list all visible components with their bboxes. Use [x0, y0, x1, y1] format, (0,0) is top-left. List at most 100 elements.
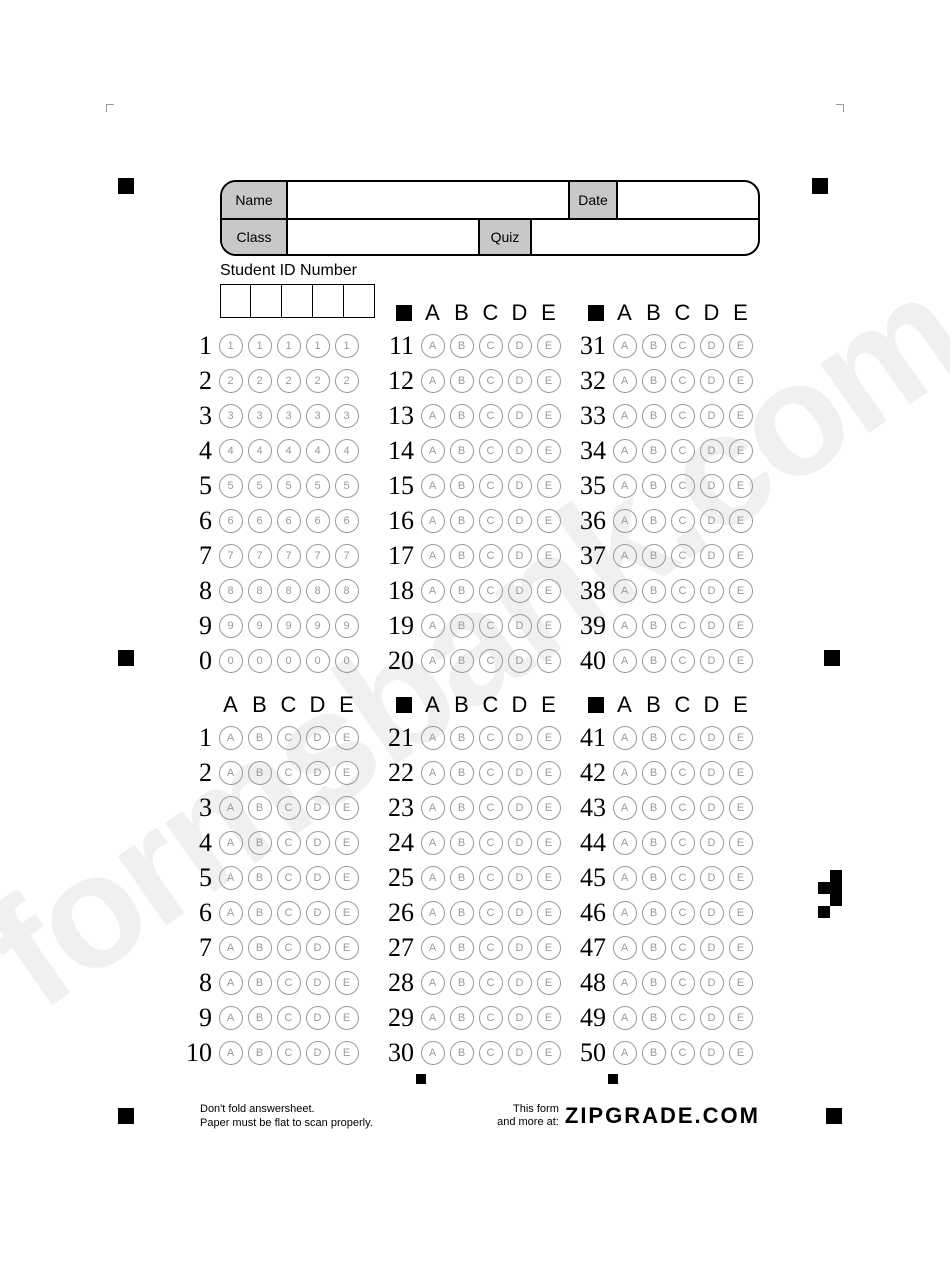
- answer-bubble[interactable]: E: [729, 474, 753, 498]
- answer-bubble[interactable]: E: [537, 1041, 561, 1065]
- answer-bubble[interactable]: B: [642, 1006, 666, 1030]
- answer-bubble[interactable]: A: [613, 439, 637, 463]
- answer-bubble[interactable]: D: [508, 866, 532, 890]
- answer-bubble[interactable]: A: [421, 831, 445, 855]
- answer-bubble[interactable]: A: [613, 936, 637, 960]
- answer-bubble[interactable]: B: [248, 901, 272, 925]
- answer-bubble[interactable]: C: [671, 761, 695, 785]
- answer-bubble[interactable]: A: [613, 1006, 637, 1030]
- answer-bubble[interactable]: D: [508, 649, 532, 673]
- answer-bubble[interactable]: B: [642, 726, 666, 750]
- student-id-bubble[interactable]: 3: [306, 404, 330, 428]
- student-id-bubble[interactable]: 2: [277, 369, 301, 393]
- answer-bubble[interactable]: B: [248, 936, 272, 960]
- student-id-bubble[interactable]: 6: [277, 509, 301, 533]
- answer-bubble[interactable]: E: [729, 614, 753, 638]
- answer-bubble[interactable]: E: [729, 369, 753, 393]
- answer-bubble[interactable]: A: [219, 831, 243, 855]
- answer-bubble[interactable]: D: [508, 1041, 532, 1065]
- answer-bubble[interactable]: B: [450, 404, 474, 428]
- answer-bubble[interactable]: D: [508, 334, 532, 358]
- answer-bubble[interactable]: B: [642, 796, 666, 820]
- answer-bubble[interactable]: C: [277, 971, 301, 995]
- student-id-bubble[interactable]: 6: [248, 509, 272, 533]
- answer-bubble[interactable]: E: [335, 1006, 359, 1030]
- answer-bubble[interactable]: C: [479, 579, 503, 603]
- answer-bubble[interactable]: A: [421, 544, 445, 568]
- answer-bubble[interactable]: D: [508, 509, 532, 533]
- student-id-bubble[interactable]: 1: [277, 334, 301, 358]
- answer-bubble[interactable]: C: [479, 404, 503, 428]
- answer-bubble[interactable]: C: [479, 369, 503, 393]
- answer-bubble[interactable]: C: [479, 614, 503, 638]
- answer-bubble[interactable]: B: [450, 1041, 474, 1065]
- answer-bubble[interactable]: A: [613, 544, 637, 568]
- student-id-box[interactable]: [220, 284, 251, 318]
- answer-bubble[interactable]: A: [613, 649, 637, 673]
- answer-bubble[interactable]: E: [335, 831, 359, 855]
- answer-bubble[interactable]: C: [479, 866, 503, 890]
- answer-bubble[interactable]: D: [306, 726, 330, 750]
- student-id-bubble[interactable]: 9: [219, 614, 243, 638]
- answer-bubble[interactable]: E: [729, 1006, 753, 1030]
- answer-bubble[interactable]: D: [700, 726, 724, 750]
- answer-bubble[interactable]: A: [421, 509, 445, 533]
- answer-bubble[interactable]: D: [700, 369, 724, 393]
- student-id-bubble[interactable]: 3: [248, 404, 272, 428]
- answer-bubble[interactable]: D: [508, 474, 532, 498]
- student-id-bubble[interactable]: 5: [335, 474, 359, 498]
- answer-bubble[interactable]: D: [700, 796, 724, 820]
- answer-bubble[interactable]: A: [613, 1041, 637, 1065]
- answer-bubble[interactable]: A: [421, 579, 445, 603]
- answer-bubble[interactable]: E: [335, 971, 359, 995]
- answer-bubble[interactable]: B: [642, 936, 666, 960]
- answer-bubble[interactable]: C: [479, 761, 503, 785]
- student-id-bubble[interactable]: 9: [306, 614, 330, 638]
- answer-bubble[interactable]: E: [537, 404, 561, 428]
- quiz-field[interactable]: [532, 220, 758, 254]
- answer-bubble[interactable]: E: [537, 334, 561, 358]
- answer-bubble[interactable]: E: [537, 936, 561, 960]
- answer-bubble[interactable]: D: [306, 901, 330, 925]
- answer-bubble[interactable]: A: [421, 936, 445, 960]
- answer-bubble[interactable]: A: [421, 866, 445, 890]
- answer-bubble[interactable]: C: [671, 649, 695, 673]
- student-id-bubble[interactable]: 5: [277, 474, 301, 498]
- answer-bubble[interactable]: C: [277, 726, 301, 750]
- class-field[interactable]: [288, 220, 478, 254]
- student-id-bubble[interactable]: 9: [248, 614, 272, 638]
- answer-bubble[interactable]: B: [642, 866, 666, 890]
- answer-bubble[interactable]: A: [421, 474, 445, 498]
- answer-bubble[interactable]: D: [700, 936, 724, 960]
- answer-bubble[interactable]: C: [671, 334, 695, 358]
- answer-bubble[interactable]: C: [277, 1041, 301, 1065]
- answer-bubble[interactable]: A: [613, 369, 637, 393]
- answer-bubble[interactable]: E: [335, 866, 359, 890]
- answer-bubble[interactable]: A: [421, 369, 445, 393]
- answer-bubble[interactable]: A: [219, 971, 243, 995]
- student-id-bubble[interactable]: 1: [248, 334, 272, 358]
- answer-bubble[interactable]: B: [450, 971, 474, 995]
- answer-bubble[interactable]: B: [248, 1041, 272, 1065]
- answer-bubble[interactable]: A: [219, 796, 243, 820]
- answer-bubble[interactable]: B: [642, 1041, 666, 1065]
- answer-bubble[interactable]: C: [277, 1006, 301, 1030]
- answer-bubble[interactable]: C: [277, 831, 301, 855]
- student-id-bubble[interactable]: 3: [277, 404, 301, 428]
- answer-bubble[interactable]: B: [450, 936, 474, 960]
- answer-bubble[interactable]: D: [700, 404, 724, 428]
- student-id-bubble[interactable]: 7: [277, 544, 301, 568]
- answer-bubble[interactable]: A: [421, 971, 445, 995]
- answer-bubble[interactable]: B: [642, 761, 666, 785]
- answer-bubble[interactable]: D: [700, 649, 724, 673]
- answer-bubble[interactable]: D: [508, 971, 532, 995]
- answer-bubble[interactable]: B: [450, 761, 474, 785]
- answer-bubble[interactable]: E: [729, 796, 753, 820]
- answer-bubble[interactable]: B: [450, 726, 474, 750]
- answer-bubble[interactable]: E: [729, 971, 753, 995]
- answer-bubble[interactable]: A: [219, 936, 243, 960]
- name-field[interactable]: [288, 182, 568, 218]
- answer-bubble[interactable]: A: [219, 901, 243, 925]
- answer-bubble[interactable]: A: [421, 649, 445, 673]
- answer-bubble[interactable]: E: [729, 901, 753, 925]
